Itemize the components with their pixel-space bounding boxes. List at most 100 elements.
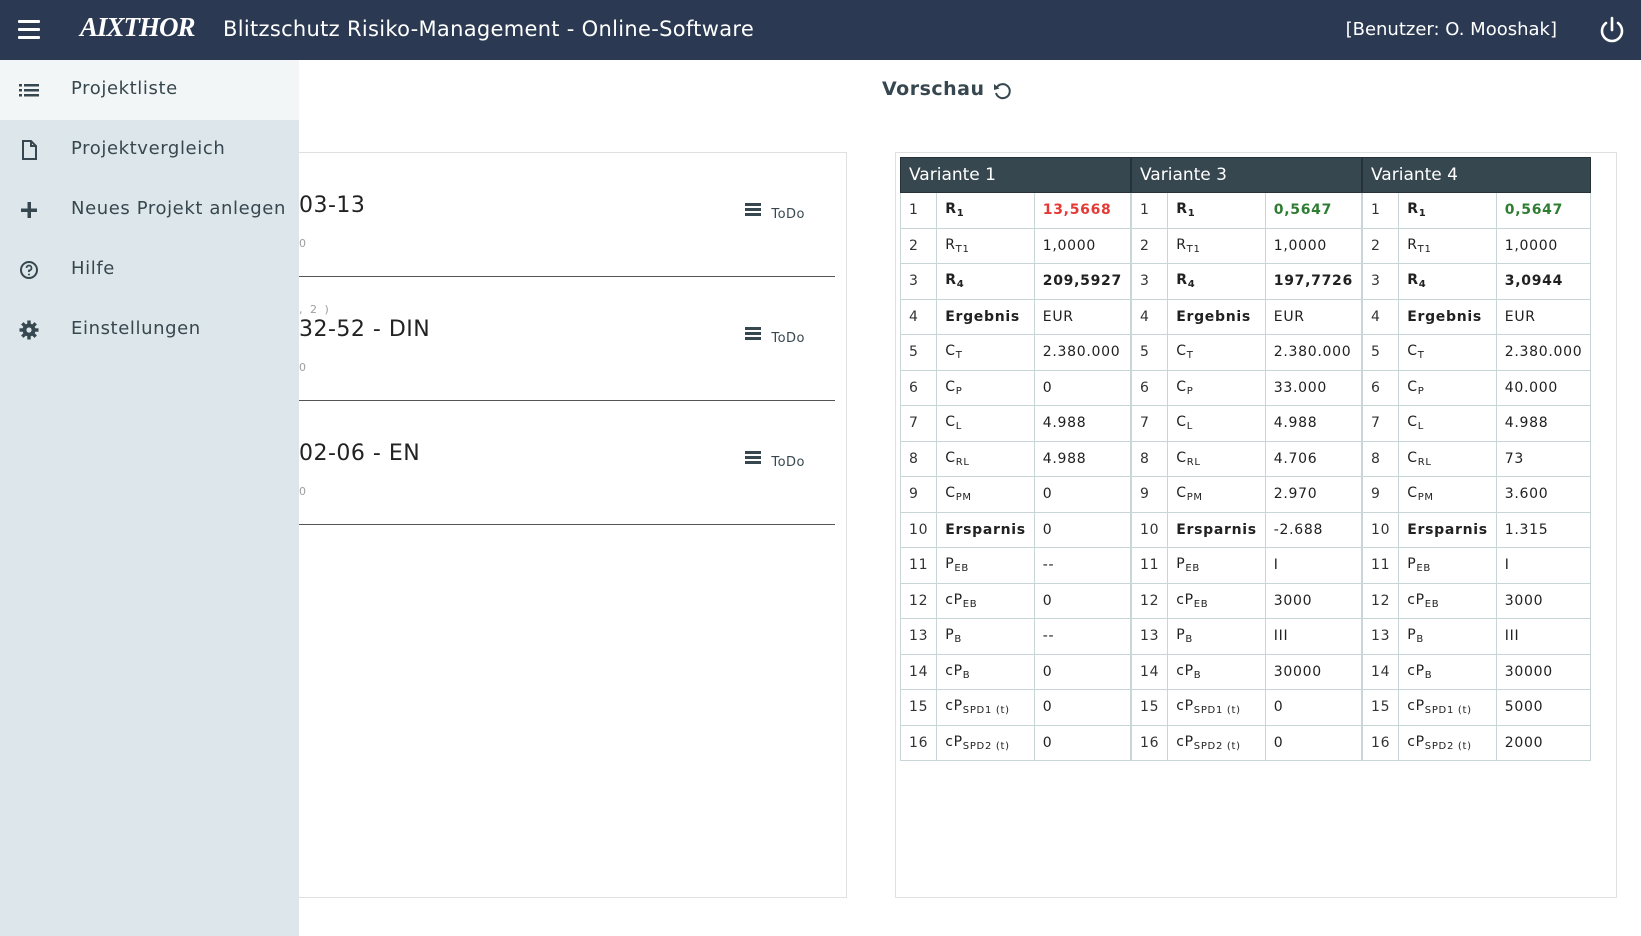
parameter-subscript: PM bbox=[1417, 492, 1434, 504]
row-parameter: cPEB bbox=[936, 582, 1035, 619]
parameter-subscript: EB bbox=[1424, 598, 1440, 610]
sidebar-item-einstellungen[interactable]: Einstellungen bbox=[0, 300, 299, 360]
row-value: 1,0000 bbox=[1033, 227, 1131, 264]
top-app-bar: AIXTHOR Blitzschutz Risiko-Management - … bbox=[0, 0, 1641, 60]
table-row: 9 CPM 2.970 bbox=[1130, 476, 1362, 513]
sidebar-item-projektliste[interactable]: Projektliste bbox=[0, 60, 299, 120]
row-number: 10 bbox=[1130, 511, 1169, 548]
table-row: 3 R4 209,5927 bbox=[899, 263, 1131, 300]
project-item[interactable]: 03-13 0 ToDo bbox=[1, 153, 835, 277]
row-parameter: RT1 bbox=[1398, 227, 1497, 264]
table-row: 8 CRL 73 bbox=[1361, 440, 1592, 477]
row-value: -- bbox=[1033, 547, 1131, 584]
row-value: 0,5647 bbox=[1495, 192, 1592, 229]
row-parameter: cPSPD2 (t) bbox=[1398, 724, 1497, 761]
row-value: 2.380.000 bbox=[1495, 334, 1592, 371]
parameter-subscript: B bbox=[1185, 634, 1193, 646]
todo-menu-icon[interactable] bbox=[745, 327, 761, 341]
parameter-base: cP bbox=[1407, 662, 1425, 679]
parameter-base: Ergebnis bbox=[1407, 308, 1482, 325]
row-number: 3 bbox=[899, 263, 938, 300]
parameter-base: Ersparnis bbox=[945, 521, 1026, 538]
row-value: 3,0944 bbox=[1495, 263, 1592, 300]
row-value: III bbox=[1495, 618, 1592, 655]
row-number: 13 bbox=[1361, 618, 1400, 655]
row-number: 9 bbox=[1130, 476, 1169, 513]
table-row: 6 CP 33.000 bbox=[1130, 369, 1362, 406]
row-value: 3.600 bbox=[1495, 476, 1592, 513]
table-row: 12 cPEB 0 bbox=[899, 582, 1131, 619]
row-parameter: CPM bbox=[1398, 476, 1497, 513]
row-number: 9 bbox=[1361, 476, 1400, 513]
row-parameter: cPSPD1 (t) bbox=[936, 689, 1035, 726]
preview-title: Vorschau bbox=[882, 78, 985, 100]
parameter-base: R bbox=[945, 272, 957, 289]
row-number: 2 bbox=[1130, 227, 1169, 264]
table-row: 12 cPEB 3000 bbox=[1361, 582, 1592, 619]
row-parameter: Ergebnis bbox=[936, 298, 1035, 335]
status-label[interactable]: ToDo bbox=[771, 455, 805, 470]
table-row: 12 cPEB 3000 bbox=[1130, 582, 1362, 619]
table-row: 4 Ergebnis EUR bbox=[1361, 298, 1592, 335]
parameter-base: R bbox=[1407, 272, 1419, 289]
todo-menu-icon[interactable] bbox=[745, 203, 761, 217]
row-value: 0 bbox=[1033, 653, 1131, 690]
row-value: 5000 bbox=[1495, 689, 1592, 726]
row-value: 4.988 bbox=[1264, 405, 1362, 442]
table-row: 13 PB -- bbox=[899, 618, 1131, 655]
variant-title: Variante 4 bbox=[1361, 157, 1592, 193]
row-number: 11 bbox=[1130, 547, 1169, 584]
row-parameter: R4 bbox=[936, 263, 1035, 300]
sidebar-item-neues-projekt[interactable]: Neues Projekt anlegen bbox=[0, 180, 299, 240]
row-parameter: cPSPD1 (t) bbox=[1167, 689, 1266, 726]
table-row: 15 cPSPD1 (t) 0 bbox=[1130, 689, 1362, 726]
table-row: 1 R1 13,5668 bbox=[899, 192, 1131, 229]
row-parameter: CT bbox=[1398, 334, 1497, 371]
hamburger-menu-icon[interactable] bbox=[14, 14, 46, 46]
parameter-base: cP bbox=[1407, 591, 1425, 608]
variant-table: Variante 1 1 R1 13,5668 2 RT1 1,0000 3 R4 209,592… bbox=[899, 157, 1131, 761]
project-subtitle: 0 bbox=[299, 485, 306, 498]
parameter-base: cP bbox=[1407, 733, 1425, 750]
list-icon bbox=[18, 79, 40, 101]
row-number: 2 bbox=[1361, 227, 1400, 264]
sidebar-item-projektvergleich[interactable]: Projektvergleich bbox=[0, 120, 299, 180]
row-number: 12 bbox=[899, 582, 938, 619]
row-number: 7 bbox=[899, 405, 938, 442]
status-label[interactable]: ToDo bbox=[771, 207, 805, 222]
parameter-subscript: SPD1 (t) bbox=[1193, 705, 1241, 717]
logout-power-icon[interactable] bbox=[1595, 13, 1629, 47]
project-item[interactable]: 02-06 - EN 0 ToDo bbox=[1, 401, 835, 525]
row-number: 5 bbox=[899, 334, 938, 371]
row-parameter: CL bbox=[936, 405, 1035, 442]
row-number: 16 bbox=[1130, 724, 1169, 761]
sidebar-item-hilfe[interactable]: Hilfe bbox=[0, 240, 299, 300]
parameter-subscript: EB bbox=[954, 563, 969, 575]
parameter-subscript: 4 bbox=[956, 279, 965, 291]
row-number: 15 bbox=[1361, 689, 1400, 726]
variant-title: Variante 3 bbox=[1131, 157, 1362, 193]
parameter-subscript: B bbox=[1416, 634, 1424, 646]
parameter-base: C bbox=[1407, 343, 1418, 360]
todo-menu-icon[interactable] bbox=[745, 451, 761, 465]
parameter-subscript: P bbox=[1186, 385, 1194, 397]
row-number: 8 bbox=[899, 440, 938, 477]
row-number: 4 bbox=[1361, 298, 1400, 335]
project-item[interactable]: , 2 ) 32-52 - DIN 0 ToDo bbox=[1, 277, 835, 401]
row-value: EUR bbox=[1264, 298, 1362, 335]
app-title: Blitzschutz Risiko-Management - Online-S… bbox=[223, 17, 755, 41]
row-value: 2.970 bbox=[1264, 476, 1362, 513]
table-row: 13 PB III bbox=[1361, 618, 1592, 655]
row-value: EUR bbox=[1495, 298, 1592, 335]
row-value: 0 bbox=[1033, 476, 1131, 513]
row-parameter: PB bbox=[936, 618, 1035, 655]
parameter-base: R bbox=[1176, 236, 1187, 253]
row-number: 3 bbox=[1361, 263, 1400, 300]
row-value: 30000 bbox=[1264, 653, 1362, 690]
status-label[interactable]: ToDo bbox=[771, 331, 805, 346]
row-value: 13,5668 bbox=[1033, 192, 1131, 229]
row-value: 4.988 bbox=[1495, 405, 1592, 442]
row-number: 14 bbox=[1361, 653, 1400, 690]
refresh-icon[interactable] bbox=[991, 80, 1013, 102]
row-parameter: CT bbox=[936, 334, 1035, 371]
